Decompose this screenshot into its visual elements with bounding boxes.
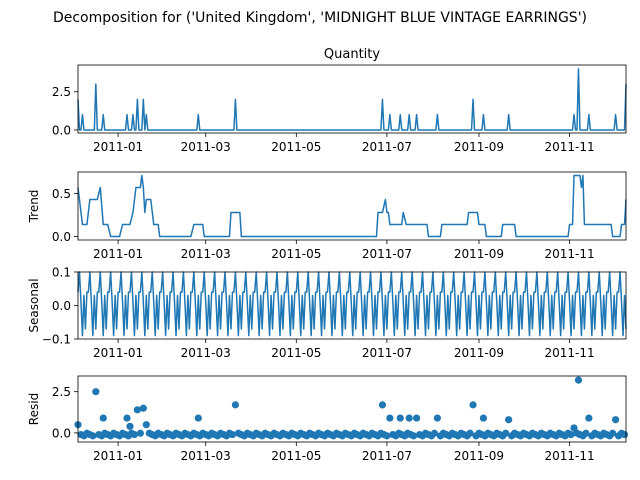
resid-ylabel: Resid <box>27 393 41 425</box>
seasonal-ytick-label: 0.1 <box>52 266 71 280</box>
trend-xtick-label: 2011-05 <box>271 247 321 261</box>
resid-point <box>228 430 237 439</box>
panel-seasonal: 2011-01 2011-03 2011-05 2011-07 2011-09 2011-… <box>27 266 627 360</box>
resid-point <box>505 416 513 424</box>
resid-point <box>612 416 620 424</box>
resid-point <box>396 414 404 422</box>
resid-point <box>130 430 139 439</box>
seasonal-ytick-label: −0.1 <box>42 333 71 347</box>
resid-point <box>413 414 421 422</box>
panel-resid: 2011-01 2011-03 2011-05 2011-07 2011-09 2011-… <box>27 375 629 463</box>
resid-point <box>469 401 477 409</box>
trend-axes-frame <box>77 171 627 241</box>
trend-xtick-label: 2011-09 <box>454 247 504 261</box>
resid-xtick-label: 2011-07 <box>362 449 412 463</box>
trend-ytick-label: 0.5 <box>52 187 71 201</box>
seasonal-xtick-label: 2011-05 <box>271 346 321 360</box>
resid-point <box>231 401 240 409</box>
resid-xtick-label: 2011-11 <box>544 449 594 463</box>
resid-point <box>585 414 593 422</box>
observed-axes-frame <box>77 64 627 134</box>
resid-point <box>133 406 141 414</box>
observed-series-line <box>77 68 627 131</box>
trend-xtick-label: 2011-11 <box>544 247 594 261</box>
resid-point <box>126 422 134 430</box>
resid-point <box>430 429 439 437</box>
seasonal-series-line <box>77 271 627 337</box>
observed-xtick-label: 2011-01 <box>93 140 143 154</box>
seasonal-xtick-label: 2011-09 <box>454 346 504 360</box>
observed-ytick-label: 0.0 <box>52 123 71 137</box>
panel-observed: 2011-01 2011-03 2011-05 2011-07 2011-09 2011-… <box>52 47 627 154</box>
resid-point <box>570 424 578 432</box>
resid-point <box>139 404 147 412</box>
resid-point <box>405 414 413 422</box>
seasonal-xtick-label: 2011-07 <box>362 346 412 360</box>
resid-xtick-label: 2011-09 <box>454 449 504 463</box>
resid-point <box>99 414 107 422</box>
trend-ylabel: Trend <box>27 190 41 224</box>
resid-xtick-label: 2011-05 <box>271 449 321 463</box>
seasonal-xtick-label: 2011-11 <box>544 346 594 360</box>
resid-point <box>142 421 150 429</box>
resid-axes-frame <box>77 375 627 443</box>
trend-series-line <box>77 174 627 238</box>
resid-ytick-label: 2.5 <box>52 385 71 399</box>
resid-point <box>92 388 100 396</box>
resid-xtick-label: 2011-03 <box>181 449 231 463</box>
seasonal-ylabel: Seasonal <box>27 278 41 332</box>
resid-point <box>466 429 474 437</box>
resid-point <box>89 432 97 440</box>
resid-point <box>582 429 590 437</box>
seasonal-ytick-label: 0.0 <box>52 299 71 313</box>
resid-point <box>620 430 629 439</box>
resid-point <box>383 432 391 440</box>
resid-point <box>378 401 387 409</box>
observed-xtick-label: 2011-11 <box>544 140 594 154</box>
resid-point <box>410 432 418 440</box>
resid-xtick-label: 2011-01 <box>93 449 143 463</box>
resid-point <box>433 414 441 422</box>
resid-point <box>609 429 617 437</box>
resid-point <box>567 430 575 439</box>
observed-xtick-label: 2011-05 <box>271 140 321 154</box>
observed-ytick-label: 2.5 <box>52 85 71 99</box>
trend-xtick-label: 2011-01 <box>93 247 143 261</box>
observed-panel-title: Quantity <box>324 47 380 62</box>
resid-point <box>194 414 202 422</box>
resid-point <box>123 414 131 422</box>
seasonal-xtick-label: 2011-01 <box>93 346 143 360</box>
figure-suptitle: Decomposition for ('United Kingdom', 'MI… <box>53 10 587 26</box>
resid-point <box>502 429 510 437</box>
observed-xtick-label: 2011-09 <box>454 140 504 154</box>
resid-point <box>386 414 394 422</box>
trend-xtick-label: 2011-07 <box>362 247 412 261</box>
observed-xtick-label: 2011-07 <box>362 140 412 154</box>
panel-trend: 2011-01 2011-03 2011-05 2011-07 2011-09 2011-… <box>27 171 627 261</box>
trend-ytick-label: 0.0 <box>52 230 71 244</box>
resid-point <box>136 429 144 437</box>
resid-ytick-label: 0.0 <box>52 426 71 440</box>
panels: 2011-01 2011-03 2011-05 2011-07 2011-09 2011-… <box>27 47 629 463</box>
seasonal-xtick-label: 2011-03 <box>181 346 231 360</box>
resid-point <box>574 376 583 384</box>
observed-xtick-label: 2011-03 <box>181 140 231 154</box>
trend-xtick-label: 2011-03 <box>181 247 231 261</box>
resid-point <box>479 414 488 422</box>
